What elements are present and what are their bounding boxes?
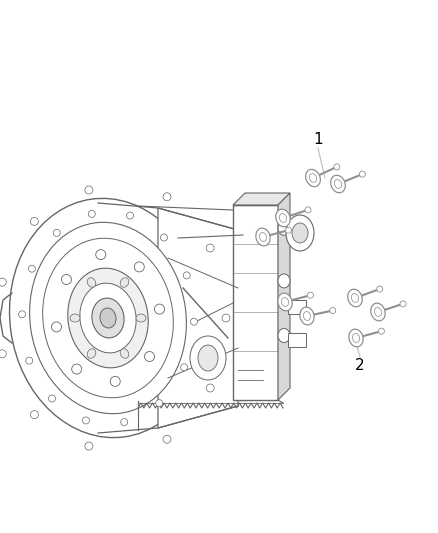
Circle shape bbox=[156, 400, 163, 407]
Circle shape bbox=[82, 417, 89, 424]
Ellipse shape bbox=[348, 289, 362, 307]
Ellipse shape bbox=[292, 223, 308, 243]
Circle shape bbox=[305, 207, 311, 213]
Ellipse shape bbox=[331, 175, 345, 193]
Circle shape bbox=[191, 318, 198, 325]
Circle shape bbox=[26, 357, 33, 364]
Ellipse shape bbox=[92, 298, 124, 338]
Circle shape bbox=[163, 193, 171, 201]
Circle shape bbox=[18, 311, 25, 318]
Ellipse shape bbox=[371, 303, 385, 321]
Ellipse shape bbox=[278, 328, 290, 343]
Circle shape bbox=[52, 322, 61, 332]
Ellipse shape bbox=[190, 336, 226, 380]
Circle shape bbox=[0, 278, 6, 286]
Circle shape bbox=[307, 292, 314, 298]
Circle shape bbox=[180, 364, 187, 371]
Circle shape bbox=[160, 234, 167, 241]
Ellipse shape bbox=[70, 314, 80, 322]
Ellipse shape bbox=[353, 334, 360, 342]
Circle shape bbox=[49, 395, 56, 402]
Circle shape bbox=[121, 418, 128, 426]
Ellipse shape bbox=[68, 268, 148, 368]
Circle shape bbox=[96, 249, 106, 260]
Circle shape bbox=[206, 384, 214, 392]
Ellipse shape bbox=[10, 198, 206, 438]
Circle shape bbox=[30, 410, 39, 418]
Ellipse shape bbox=[42, 238, 173, 398]
Ellipse shape bbox=[304, 312, 311, 320]
Polygon shape bbox=[158, 208, 238, 428]
Ellipse shape bbox=[87, 278, 96, 287]
Bar bbox=[233, 205, 278, 400]
Ellipse shape bbox=[120, 349, 129, 358]
Circle shape bbox=[378, 328, 385, 334]
Ellipse shape bbox=[259, 232, 267, 241]
Ellipse shape bbox=[278, 221, 290, 235]
Circle shape bbox=[88, 211, 95, 217]
Circle shape bbox=[53, 229, 60, 236]
Ellipse shape bbox=[30, 222, 187, 414]
Circle shape bbox=[330, 308, 336, 313]
Polygon shape bbox=[278, 193, 290, 400]
Circle shape bbox=[28, 265, 35, 272]
Ellipse shape bbox=[334, 180, 342, 188]
Text: 1: 1 bbox=[313, 133, 323, 148]
Ellipse shape bbox=[374, 308, 381, 317]
Ellipse shape bbox=[309, 174, 317, 182]
Circle shape bbox=[85, 442, 93, 450]
Circle shape bbox=[222, 314, 230, 322]
Polygon shape bbox=[233, 193, 290, 205]
Ellipse shape bbox=[278, 293, 292, 311]
Circle shape bbox=[286, 227, 291, 233]
Ellipse shape bbox=[136, 314, 146, 322]
Circle shape bbox=[360, 171, 365, 177]
Circle shape bbox=[145, 352, 155, 361]
Ellipse shape bbox=[306, 169, 320, 187]
Ellipse shape bbox=[282, 297, 289, 306]
Circle shape bbox=[163, 435, 171, 443]
Ellipse shape bbox=[100, 308, 116, 328]
Ellipse shape bbox=[198, 345, 218, 371]
Circle shape bbox=[377, 286, 383, 292]
Ellipse shape bbox=[300, 307, 314, 325]
Circle shape bbox=[0, 350, 6, 358]
Ellipse shape bbox=[80, 283, 136, 353]
Circle shape bbox=[183, 272, 190, 279]
Bar bbox=[288, 334, 306, 348]
Circle shape bbox=[61, 274, 71, 285]
Circle shape bbox=[206, 244, 214, 252]
Circle shape bbox=[155, 304, 165, 314]
Ellipse shape bbox=[278, 274, 290, 288]
Circle shape bbox=[127, 212, 134, 219]
Ellipse shape bbox=[279, 214, 286, 222]
Circle shape bbox=[30, 217, 39, 225]
Circle shape bbox=[110, 376, 120, 386]
Bar bbox=[288, 300, 306, 314]
Ellipse shape bbox=[351, 294, 359, 302]
Ellipse shape bbox=[120, 278, 129, 287]
Ellipse shape bbox=[256, 228, 270, 246]
Ellipse shape bbox=[286, 215, 314, 251]
Circle shape bbox=[85, 186, 93, 194]
Circle shape bbox=[334, 164, 340, 170]
Ellipse shape bbox=[87, 349, 96, 358]
Ellipse shape bbox=[276, 209, 290, 227]
Circle shape bbox=[134, 262, 144, 272]
Circle shape bbox=[72, 364, 82, 374]
Text: 2: 2 bbox=[355, 358, 365, 373]
Ellipse shape bbox=[349, 329, 363, 347]
Circle shape bbox=[400, 301, 406, 307]
